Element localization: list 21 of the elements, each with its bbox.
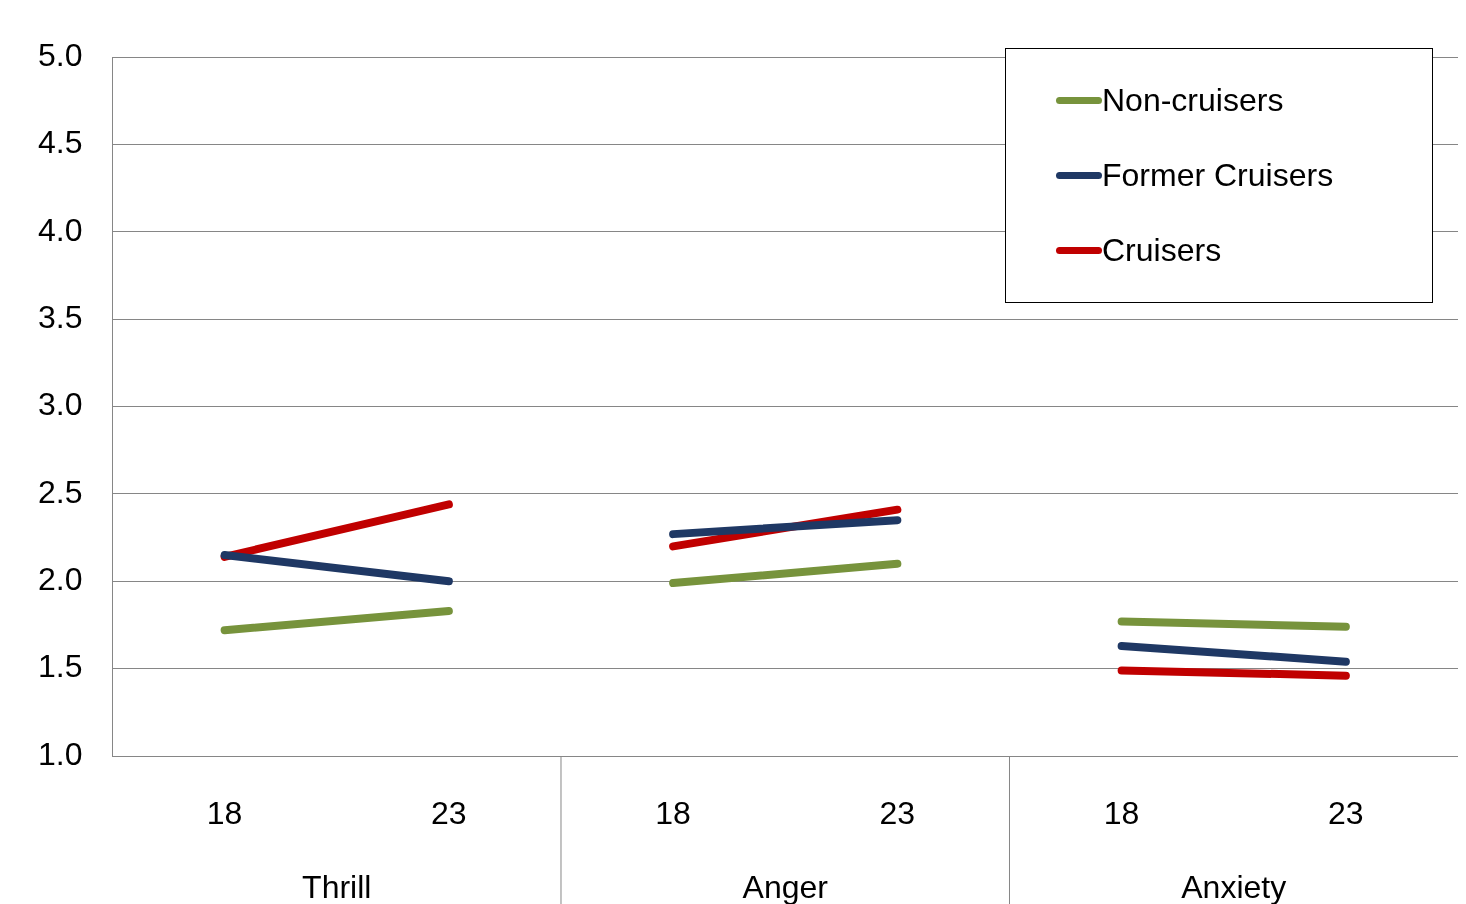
y-tick-label: 4.5 — [38, 124, 83, 161]
x-tick-label: 18 — [206, 795, 243, 832]
y-tick-label: 3.5 — [38, 299, 83, 336]
x-tick-label: 23 — [879, 795, 916, 832]
legend-label: Cruisers — [1102, 232, 1222, 269]
y-tick-label: 1.0 — [38, 735, 83, 772]
y-tick-label: 4.0 — [38, 211, 83, 248]
x-tick-label: 18 — [1103, 795, 1140, 832]
y-tick-label: 1.5 — [38, 648, 83, 685]
y-tick-label: 3.0 — [38, 386, 83, 423]
x-tick-label: 23 — [1328, 795, 1364, 832]
text: Anxiety — [1181, 868, 1287, 904]
y-tick-label: 5.0 — [38, 37, 83, 74]
legend-label: Former Cruisers — [1102, 157, 1334, 194]
y-tick-label: 2.5 — [38, 473, 83, 510]
y-tick-label: 2.0 — [38, 561, 83, 598]
x-tick-label: 18 — [655, 795, 691, 832]
legend-label: Non-cruisers — [1102, 82, 1284, 119]
x-tick-label: 23 — [431, 795, 467, 832]
text: Anger — [742, 868, 829, 904]
text: Thrill — [302, 868, 372, 904]
